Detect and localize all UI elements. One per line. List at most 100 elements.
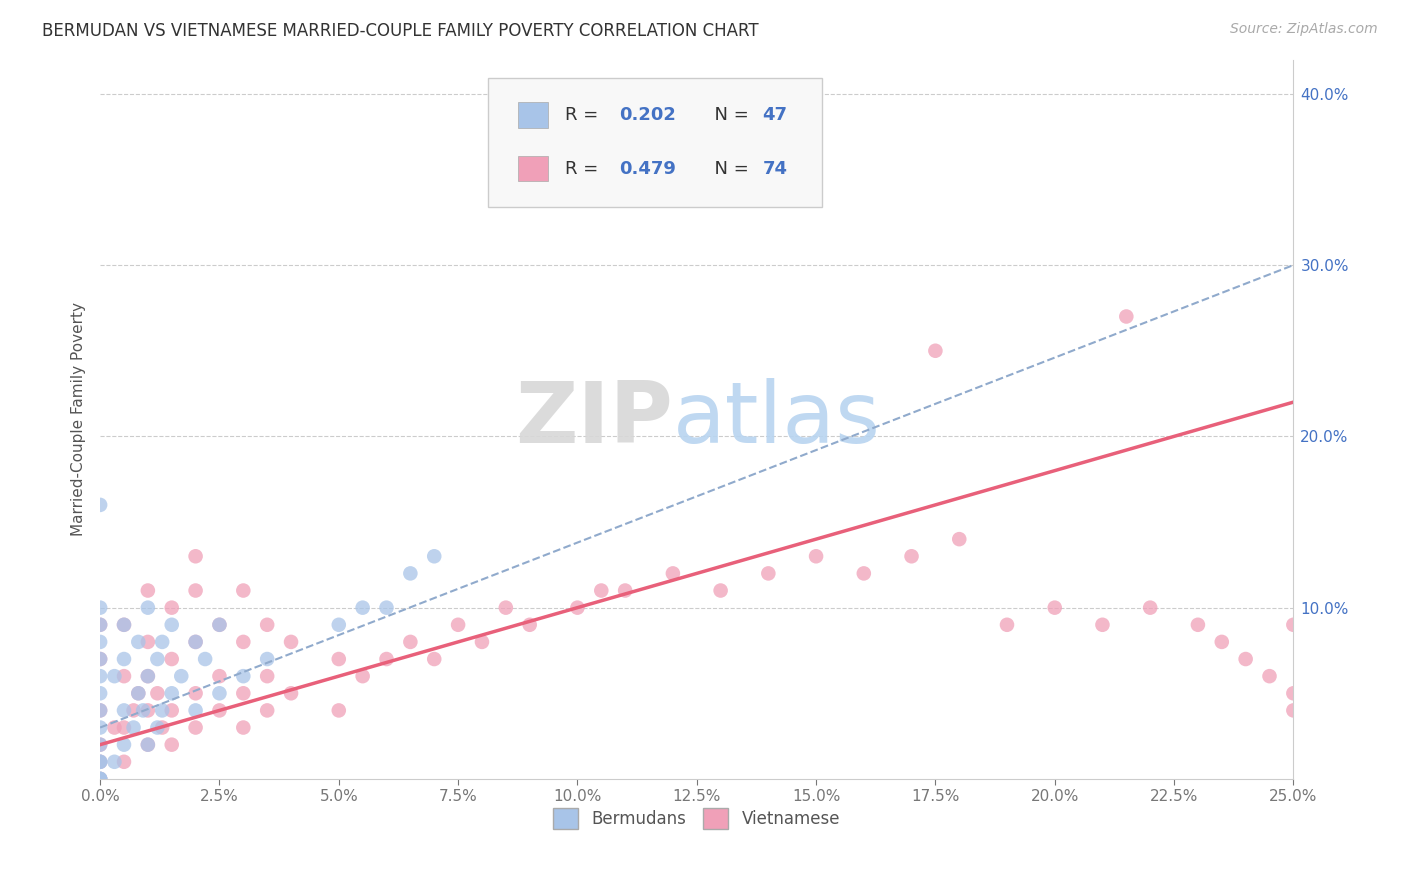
Point — [328, 703, 350, 717]
Point — [112, 669, 135, 683]
Point — [89, 738, 111, 752]
Point — [112, 617, 135, 632]
Text: ZIP: ZIP — [515, 377, 673, 461]
Point — [352, 600, 374, 615]
Point — [1211, 635, 1233, 649]
Point — [89, 755, 111, 769]
Point — [184, 703, 207, 717]
FancyBboxPatch shape — [488, 78, 823, 207]
Point — [132, 703, 155, 717]
Point — [89, 635, 111, 649]
Point — [103, 669, 125, 683]
Point — [136, 703, 159, 717]
Point — [160, 652, 183, 666]
Point — [122, 721, 145, 735]
Point — [662, 566, 685, 581]
Point — [924, 343, 946, 358]
Point — [150, 721, 173, 735]
Point — [103, 755, 125, 769]
Point — [136, 635, 159, 649]
Point — [112, 755, 135, 769]
Point — [256, 652, 278, 666]
Point — [567, 600, 589, 615]
Text: N =: N = — [703, 106, 754, 124]
Point — [447, 617, 470, 632]
Text: R =: R = — [565, 106, 605, 124]
Legend: Bermudans, Vietnamese: Bermudans, Vietnamese — [547, 802, 846, 835]
FancyBboxPatch shape — [517, 103, 547, 128]
Point — [127, 635, 149, 649]
Point — [184, 549, 207, 564]
Point — [375, 652, 398, 666]
Text: atlas: atlas — [673, 377, 882, 461]
Point — [89, 772, 111, 786]
Point — [89, 772, 111, 786]
Point — [146, 652, 169, 666]
Point — [89, 703, 111, 717]
Text: 0.479: 0.479 — [619, 160, 676, 178]
Point — [136, 738, 159, 752]
Point — [208, 686, 231, 700]
Point — [136, 669, 159, 683]
Point — [184, 635, 207, 649]
Point — [399, 566, 422, 581]
Point — [208, 703, 231, 717]
Point — [89, 686, 111, 700]
Point — [256, 703, 278, 717]
Point — [112, 703, 135, 717]
Point — [89, 669, 111, 683]
Point — [112, 721, 135, 735]
Point — [1234, 652, 1257, 666]
Point — [756, 566, 779, 581]
Point — [184, 686, 207, 700]
Point — [184, 721, 207, 735]
Point — [160, 600, 183, 615]
Point — [150, 635, 173, 649]
Point — [89, 721, 111, 735]
Point — [136, 669, 159, 683]
Point — [519, 617, 541, 632]
Point — [89, 652, 111, 666]
Point — [89, 772, 111, 786]
Point — [232, 686, 254, 700]
Point — [184, 583, 207, 598]
Point — [208, 669, 231, 683]
Point — [1043, 600, 1066, 615]
FancyBboxPatch shape — [517, 156, 547, 181]
Point — [232, 583, 254, 598]
Point — [280, 635, 302, 649]
Point — [1091, 617, 1114, 632]
Point — [471, 635, 494, 649]
Point — [399, 635, 422, 649]
Point — [591, 583, 613, 598]
Point — [89, 755, 111, 769]
Point — [852, 566, 875, 581]
Point — [89, 755, 111, 769]
Point — [146, 721, 169, 735]
Text: R =: R = — [565, 160, 605, 178]
Point — [89, 617, 111, 632]
Point — [423, 549, 446, 564]
Point — [804, 549, 827, 564]
Point — [89, 772, 111, 786]
Point — [614, 583, 637, 598]
Point — [160, 703, 183, 717]
Point — [89, 652, 111, 666]
Point — [256, 669, 278, 683]
Point — [112, 617, 135, 632]
Point — [900, 549, 922, 564]
Y-axis label: Married-Couple Family Poverty: Married-Couple Family Poverty — [72, 302, 86, 536]
Text: Source: ZipAtlas.com: Source: ZipAtlas.com — [1230, 22, 1378, 37]
Point — [160, 686, 183, 700]
Point — [352, 669, 374, 683]
Point — [256, 617, 278, 632]
Point — [995, 617, 1018, 632]
Point — [1115, 310, 1137, 324]
Point — [375, 600, 398, 615]
Point — [136, 600, 159, 615]
Point — [184, 635, 207, 649]
Point — [127, 686, 149, 700]
Point — [194, 652, 217, 666]
Point — [948, 532, 970, 546]
Point — [1282, 686, 1305, 700]
